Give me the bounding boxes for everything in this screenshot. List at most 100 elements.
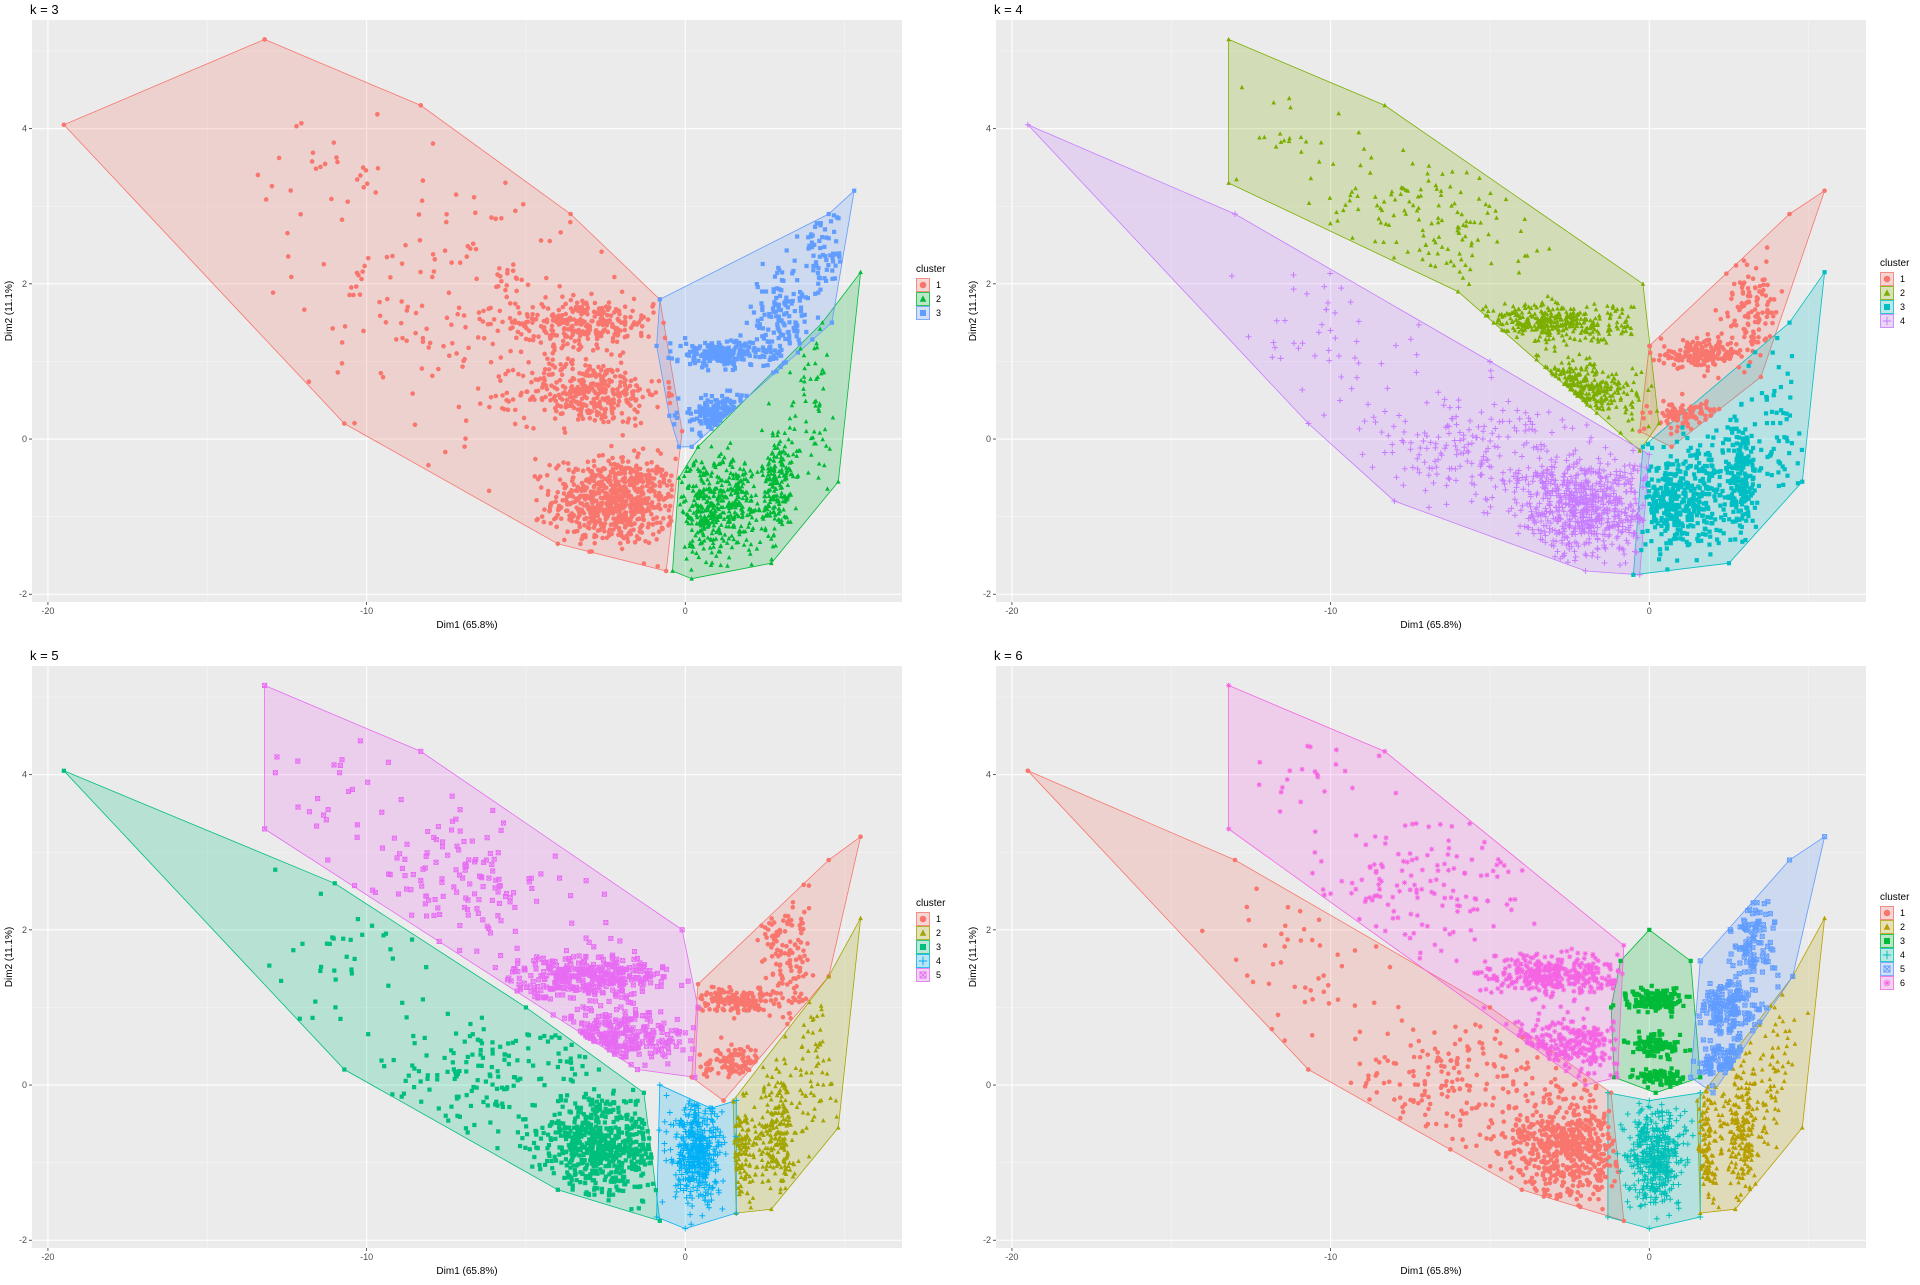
- data-point: [599, 313, 604, 318]
- data-point: [724, 347, 728, 351]
- data-point: [823, 227, 827, 231]
- data-point: [1781, 483, 1785, 487]
- data-point: [361, 329, 366, 334]
- data-point: [535, 313, 540, 318]
- data-point: [1665, 526, 1669, 530]
- data-point: [760, 334, 764, 338]
- data-point: [1755, 295, 1760, 300]
- data-point: [783, 337, 787, 341]
- data-point: [645, 461, 650, 466]
- data-point: [693, 361, 697, 365]
- data-point: [667, 515, 672, 520]
- data-point: [1704, 406, 1709, 411]
- data-point: [1687, 508, 1691, 512]
- data-point: [564, 484, 569, 489]
- data-point: [629, 396, 634, 401]
- data-point: [603, 415, 608, 420]
- data-point: [547, 367, 552, 372]
- data-point: [785, 311, 789, 315]
- data-point: [584, 403, 589, 408]
- data-point: [1757, 484, 1761, 488]
- data-point: [675, 411, 679, 415]
- data-point: [486, 307, 491, 312]
- data-point: [1775, 411, 1779, 415]
- data-point: [345, 199, 350, 204]
- data-point: [640, 324, 645, 329]
- data-point: [1708, 552, 1712, 556]
- data-point: [1682, 487, 1686, 491]
- data-point: [673, 457, 678, 462]
- data-point: [542, 352, 547, 357]
- data-point: [1719, 515, 1723, 519]
- data-point: [498, 378, 503, 383]
- data-point: [1640, 410, 1645, 415]
- data-point: [720, 394, 724, 398]
- data-point: [581, 416, 586, 421]
- data-point: [1723, 513, 1727, 517]
- data-point: [558, 477, 563, 482]
- data-point: [294, 124, 299, 129]
- data-point: [810, 337, 814, 341]
- data-point: [779, 333, 783, 337]
- data-point: [1648, 410, 1653, 415]
- data-point: [729, 349, 733, 353]
- data-point: [544, 276, 549, 281]
- data-point: [1724, 271, 1729, 276]
- data-point: [606, 420, 611, 425]
- data-point: [829, 219, 833, 223]
- data-point: [1740, 497, 1744, 501]
- data-point: [539, 340, 544, 345]
- data-point: [778, 344, 782, 348]
- data-point: [731, 362, 735, 366]
- data-point: [1691, 499, 1695, 503]
- data-point: [1729, 471, 1733, 475]
- data-point: [1697, 500, 1701, 504]
- data-point: [1778, 421, 1782, 425]
- data-point: [726, 361, 730, 365]
- data-point: [1686, 524, 1690, 528]
- data-point: [462, 313, 467, 318]
- data-point: [1785, 417, 1789, 421]
- data-point: [592, 389, 597, 394]
- data-point: [827, 236, 831, 240]
- data-point: [1662, 344, 1667, 349]
- data-point: [800, 314, 804, 318]
- data-point: [1685, 436, 1689, 440]
- data-point: [617, 509, 622, 514]
- y-axis-label: Dim2 (11.1%): [4, 281, 15, 341]
- data-point: [723, 367, 727, 371]
- data-point: [568, 316, 573, 321]
- data-point: [436, 367, 441, 372]
- data-point: [418, 238, 423, 243]
- data-point: [560, 372, 565, 377]
- data-point: [582, 523, 587, 528]
- data-point: [1751, 276, 1756, 281]
- data-point: [1765, 421, 1769, 425]
- data-point: [1708, 535, 1712, 539]
- data-point: [536, 334, 541, 339]
- data-point: [1697, 467, 1701, 471]
- data-point: [612, 275, 617, 280]
- data-point: [1727, 448, 1731, 452]
- data-point: [540, 514, 545, 519]
- data-point: [458, 260, 463, 265]
- data-point: [1658, 353, 1663, 358]
- data-point: [1739, 445, 1743, 449]
- data-point: [624, 518, 629, 523]
- data-point: [554, 466, 559, 471]
- data-point: [665, 483, 670, 488]
- data-point: [1745, 506, 1749, 510]
- data-point: [548, 521, 553, 526]
- data-point: [1651, 358, 1656, 363]
- data-point: [816, 282, 820, 286]
- data-point: [1685, 515, 1689, 519]
- data-point: [612, 392, 617, 397]
- data-point: [565, 502, 570, 507]
- data-point: [641, 492, 646, 497]
- data-point: [441, 344, 446, 349]
- data-point: [680, 429, 685, 434]
- data-point: [562, 364, 567, 369]
- data-point: [1704, 354, 1709, 359]
- data-point: [771, 371, 775, 375]
- data-point: [616, 391, 621, 396]
